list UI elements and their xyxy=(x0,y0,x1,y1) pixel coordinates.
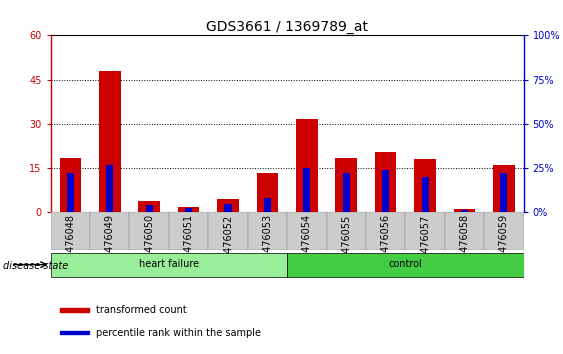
Bar xyxy=(60,308,88,312)
Bar xyxy=(185,208,192,212)
Bar xyxy=(138,201,160,212)
FancyBboxPatch shape xyxy=(51,253,287,276)
Bar xyxy=(60,331,88,335)
Text: GSM476052: GSM476052 xyxy=(223,214,233,274)
Text: heart failure: heart failure xyxy=(139,259,199,269)
Bar xyxy=(257,172,278,212)
Text: control: control xyxy=(388,259,422,269)
Bar xyxy=(217,199,239,212)
Bar xyxy=(264,198,271,212)
FancyBboxPatch shape xyxy=(90,212,129,250)
Text: GSM476050: GSM476050 xyxy=(144,214,154,273)
FancyBboxPatch shape xyxy=(484,212,524,250)
FancyBboxPatch shape xyxy=(366,212,405,250)
Title: GDS3661 / 1369789_at: GDS3661 / 1369789_at xyxy=(206,21,368,34)
Bar xyxy=(501,173,507,212)
Bar xyxy=(375,152,396,212)
Text: transformed count: transformed count xyxy=(96,305,186,315)
Text: GSM476048: GSM476048 xyxy=(65,214,75,273)
Text: GSM476055: GSM476055 xyxy=(341,214,351,274)
Text: GSM476058: GSM476058 xyxy=(459,214,470,273)
Bar xyxy=(99,71,120,212)
Bar xyxy=(106,165,113,212)
FancyBboxPatch shape xyxy=(208,212,248,250)
Bar xyxy=(296,119,318,212)
Text: GSM476059: GSM476059 xyxy=(499,214,509,273)
FancyBboxPatch shape xyxy=(129,212,169,250)
FancyBboxPatch shape xyxy=(248,212,287,250)
Text: GSM476049: GSM476049 xyxy=(105,214,115,273)
Text: percentile rank within the sample: percentile rank within the sample xyxy=(96,328,261,338)
Bar xyxy=(343,173,350,212)
FancyBboxPatch shape xyxy=(327,212,366,250)
Bar xyxy=(422,177,428,212)
Bar xyxy=(60,158,81,212)
Bar xyxy=(67,173,74,212)
Text: GSM476054: GSM476054 xyxy=(302,214,312,273)
Text: disease state: disease state xyxy=(3,261,68,271)
FancyBboxPatch shape xyxy=(51,212,90,250)
Text: GSM476053: GSM476053 xyxy=(262,214,272,273)
Bar xyxy=(146,205,153,212)
Bar xyxy=(461,210,468,212)
Bar xyxy=(414,159,436,212)
FancyBboxPatch shape xyxy=(287,212,327,250)
Text: GSM476056: GSM476056 xyxy=(381,214,391,273)
FancyBboxPatch shape xyxy=(445,212,484,250)
Bar xyxy=(336,158,357,212)
Bar xyxy=(303,168,310,212)
Bar xyxy=(454,210,475,212)
Bar xyxy=(178,206,199,212)
Bar xyxy=(493,165,515,212)
Bar xyxy=(382,170,389,212)
FancyBboxPatch shape xyxy=(405,212,445,250)
Text: GSM476057: GSM476057 xyxy=(420,214,430,274)
Bar xyxy=(225,204,231,212)
FancyBboxPatch shape xyxy=(169,212,208,250)
Text: GSM476051: GSM476051 xyxy=(184,214,194,273)
FancyBboxPatch shape xyxy=(287,253,524,276)
